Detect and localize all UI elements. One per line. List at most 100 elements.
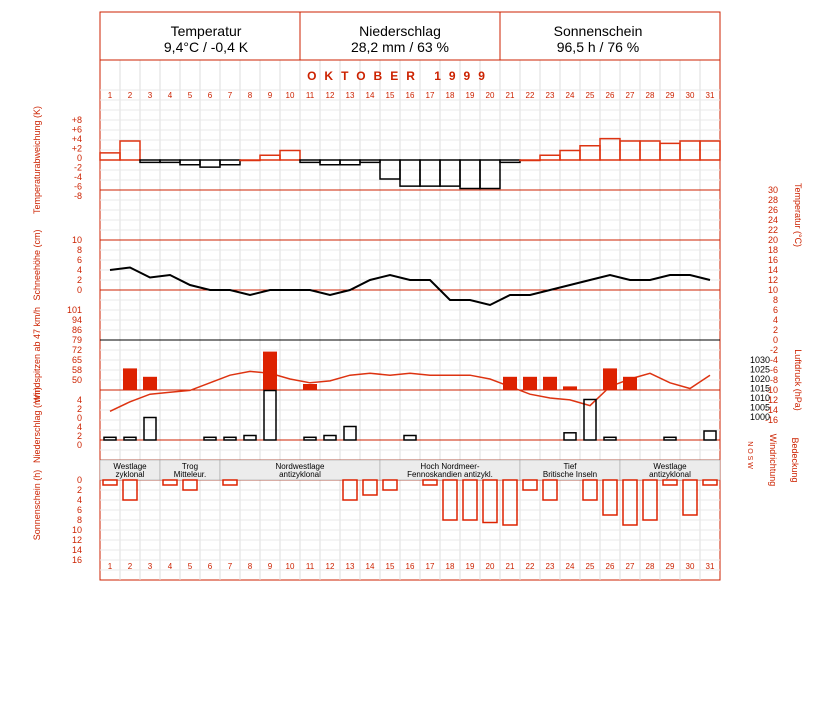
temp-dev-bar (659, 142, 681, 161)
precip-bar (223, 436, 237, 441)
weather-type-line1: Tief (563, 462, 577, 471)
precip-label: Niederschlag (mm) (32, 387, 42, 463)
sun-tick: 4 (77, 495, 82, 505)
day-label: 26 (606, 91, 615, 100)
month-label: OKTOBER 1999 (307, 69, 493, 83)
temp-dev-bar (579, 145, 601, 161)
weather-type-line2: antizyklonal (649, 470, 691, 479)
precip-bar (203, 436, 217, 441)
snow-tick: 0 (77, 285, 82, 295)
sun-bar (382, 479, 398, 491)
day-label: 28 (646, 562, 655, 571)
wind-bar (143, 376, 157, 390)
temp-tick: -2 (770, 345, 778, 355)
precip-tick: 0 (77, 413, 82, 423)
day-label: 16 (406, 91, 415, 100)
temp-tick: 14 (768, 265, 778, 275)
day-label: 5 (188, 91, 193, 100)
day-label: 22 (526, 91, 535, 100)
sun-bar (182, 479, 198, 491)
temp-dev-bar (119, 140, 141, 161)
snow-tick: 6 (77, 255, 82, 265)
day-label: 15 (386, 562, 395, 571)
day-label: 20 (486, 562, 495, 571)
temp-tick: 12 (768, 275, 778, 285)
temp-tick: 22 (768, 225, 778, 235)
day-label: 21 (506, 91, 515, 100)
snow-label: Schneehöhe (cm) (32, 229, 42, 300)
weather-type-line2: Britische Inseln (543, 470, 597, 479)
sunshine-value: 96,5 h / 76 % (557, 39, 640, 55)
weather-type-line1: Hoch Nordmeer- (420, 462, 479, 471)
wind-tick: 72 (72, 345, 82, 355)
wind-bar (303, 384, 317, 390)
precip-bar (143, 416, 157, 441)
wind-bar (603, 368, 617, 390)
sun-bar (342, 479, 358, 501)
precip-bar (663, 436, 677, 441)
pressure-tick: 1025 (750, 365, 770, 375)
temp-dev-bar (279, 149, 301, 161)
day-label: 10 (286, 562, 295, 571)
temp-dev-tick: -4 (74, 172, 82, 182)
temp-dev-bar (519, 159, 541, 162)
snow-tick: 2 (77, 275, 82, 285)
day-label: 16 (406, 562, 415, 571)
temperature-line (109, 266, 711, 307)
wind-bar (523, 376, 537, 390)
temp-dev-tick: +4 (72, 134, 82, 144)
day-label: 17 (426, 562, 435, 571)
temp-tick: 0 (773, 335, 778, 345)
day-label: 1 (108, 91, 113, 100)
sun-tick: 14 (72, 545, 82, 555)
wind-bar (263, 351, 277, 390)
day-label: 30 (686, 562, 695, 571)
precip-bar (243, 434, 257, 441)
weather-type-line1: Westlage (653, 462, 687, 471)
day-label: 22 (526, 562, 535, 571)
day-label: 25 (586, 91, 595, 100)
temp-dev-bar (539, 154, 561, 161)
sun-tick: 16 (72, 555, 82, 565)
sun-tick: 2 (77, 485, 82, 495)
precip-bar (583, 398, 597, 441)
day-label: 19 (466, 91, 475, 100)
temp-dev-tick: +6 (72, 125, 82, 135)
precip-bar (103, 436, 117, 441)
precip-bar (123, 436, 137, 441)
temp-dev-bar (699, 140, 721, 161)
temp-dev-bar (259, 154, 281, 161)
day-label: 9 (268, 562, 273, 571)
temp-dev-tick: -8 (74, 191, 82, 201)
temp-tick: 18 (768, 245, 778, 255)
temp-tick: 30 (768, 185, 778, 195)
temp-tick: -4 (770, 355, 778, 365)
precip-bar (703, 430, 717, 441)
sun-tick: 12 (72, 535, 82, 545)
day-label: 23 (546, 91, 555, 100)
day-label: 23 (546, 562, 555, 571)
temp-dev-bar (459, 159, 481, 190)
temp-dev-bar (559, 149, 581, 161)
day-label: 7 (228, 562, 233, 571)
day-label: 6 (208, 562, 213, 571)
day-label: 1 (108, 562, 113, 571)
temp-dev-tick: 0 (77, 153, 82, 163)
wind-bar (503, 376, 517, 390)
temp-dev-bar (219, 159, 241, 166)
temp-tick: -14 (765, 405, 778, 415)
precip-bar (563, 432, 577, 441)
temp-dev-bar (139, 159, 161, 164)
wind-label: Windspitzen ab 47 km/h (32, 307, 42, 403)
temp-tick: 20 (768, 235, 778, 245)
sun-bar (462, 479, 478, 521)
temp-tick: 26 (768, 205, 778, 215)
precip-tick: 2 (77, 404, 82, 414)
temp-dev-bar (159, 159, 181, 164)
temp-dev-bar (499, 159, 521, 164)
day-label: 24 (566, 91, 575, 100)
temp-tick: -12 (765, 395, 778, 405)
sun-bar (522, 479, 538, 491)
temp-tick: -16 (765, 415, 778, 425)
wind-bar (623, 376, 637, 390)
